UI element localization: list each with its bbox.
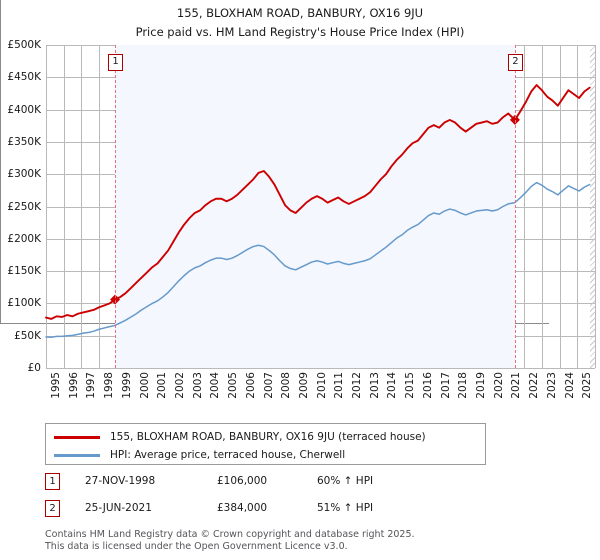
x-axis-tick-label: 1995: [50, 372, 62, 399]
gridline-horizontal: [46, 368, 595, 369]
x-axis-tick-label: 2000: [138, 372, 151, 399]
sale-index-badge: 1: [45, 473, 60, 490]
x-axis-tick-label: 1999: [120, 372, 133, 399]
y-axis-tick-label: £100K: [7, 297, 41, 310]
y-axis-tick-label: £400K: [7, 103, 41, 116]
series-container: [45, 84, 591, 339]
y-axis-tick-label: £300K: [7, 168, 41, 181]
sale-event-line: [514, 45, 516, 368]
table-row[interactable]: 2 25-JUN-2021 £384,000 51% ↑ HPI: [45, 499, 505, 521]
x-axis-tick-label: 1997: [85, 372, 98, 399]
legend-color-swatch: [54, 436, 100, 439]
gridline-vertical: [524, 45, 526, 368]
chart-titles: 155, BLOXHAM ROAD, BANBURY, OX16 9JU Pri…: [0, 0, 600, 40]
gridline-vertical: [81, 45, 83, 368]
x-axis-tick-label: 2011: [333, 372, 346, 399]
gridline-vertical: [577, 45, 579, 368]
x-axis-tick-label: 2014: [386, 372, 399, 399]
x-axis-tick-label: 2007: [262, 372, 275, 399]
line-hpi-average: [45, 181, 591, 339]
sale-price: £106,000: [217, 475, 268, 487]
y-axis-tick-label: £350K: [7, 135, 41, 148]
sale-hpi-delta: 51% ↑ HPI: [317, 502, 374, 514]
x-axis-tick-label: 2002: [173, 372, 186, 399]
chart-legend: 155, BLOXHAM ROAD, BANBURY, OX16 9JU (te…: [45, 423, 486, 465]
x-axis-tick-label: 1998: [103, 372, 116, 399]
gridline-vertical: [559, 45, 561, 368]
footer-attribution: Contains HM Land Registry data © Crown c…: [45, 529, 565, 552]
y-axis-tick-label: £200K: [7, 232, 41, 245]
x-axis-tick-label: 2016: [421, 372, 434, 399]
x-axis-tick-label: 2015: [404, 372, 417, 399]
x-axis-tick-label: 2017: [439, 372, 452, 399]
x-axis-tick-label: 2005: [227, 372, 240, 399]
legend-label: HPI: Average price, terraced house, Cher…: [110, 449, 346, 461]
ownership-period-shading: [115, 45, 515, 368]
gridline-vertical: [63, 45, 65, 368]
y-axis-tick-label: £450K: [7, 71, 41, 84]
y-axis-line: [0, 0, 1, 323]
gridline-vertical: [595, 45, 596, 368]
gridline-vertical: [46, 45, 47, 368]
y-axis-tick-label: £150K: [7, 265, 41, 278]
x-axis-tick-label: 2013: [368, 372, 381, 399]
y-axis-tick-label: £500K: [7, 39, 41, 51]
y-axis-tick-label: £50K: [14, 329, 41, 342]
x-axis-tick-label: 1996: [67, 372, 80, 399]
x-axis-tick-label: 2018: [457, 372, 470, 399]
x-axis-tick-label: 2004: [209, 372, 222, 399]
x-axis-tick-label: 2022: [528, 372, 541, 399]
y-axis-labels: £0 £50K £100K £150K £200K £250K £300K £350K £400…: [0, 39, 44, 374]
x-axis-tick-label: 2021: [510, 372, 523, 399]
sale-price: £384,000: [217, 502, 268, 514]
x-axis-tick-label: 2024: [563, 372, 576, 399]
x-axis-tick-label: 2019: [475, 372, 488, 399]
gridline-vertical: [99, 45, 101, 368]
x-axis-tick-label: 2025: [581, 372, 594, 399]
chart-plot-area: £0 £50K £100K £150K £200K £250K £300K £350K £400…: [0, 0, 600, 418]
x-axis-tick-label: 2001: [156, 372, 169, 399]
x-axis-tick-label: 2010: [315, 372, 328, 399]
future-projection-hatch: [589, 45, 595, 368]
legend-color-swatch: [54, 454, 100, 457]
table-row[interactable]: 1 27-NOV-1998 £106,000 60% ↑ HPI: [45, 472, 505, 494]
footer-line-1: Contains HM Land Registry data © Crown c…: [45, 529, 415, 540]
line-price-paid: [45, 84, 591, 320]
y-axis-tick-label: £250K: [7, 200, 41, 213]
x-axis-tick-label: 2006: [244, 372, 257, 399]
sale-index-badge: 2: [45, 500, 60, 517]
footer-line-2: This data is licensed under the Open Gov…: [45, 540, 348, 552]
x-axis-labels: 1995 1996 1997 1998 1999 2000 2001 2002 2003 2004…: [46, 372, 600, 418]
sale-date: 25-JUN-2021: [85, 502, 152, 514]
x-axis-tick-label: 2003: [191, 372, 204, 399]
sale-event-flag-2[interactable]: 2: [507, 54, 523, 71]
page-subtitle: Price paid vs. HM Land Registry's House …: [135, 25, 465, 39]
x-axis-tick-label: 2009: [297, 372, 310, 399]
sale-date: 27-NOV-1998: [85, 475, 156, 487]
page-title: 155, BLOXHAM ROAD, BANBURY, OX16 9JU: [176, 6, 424, 20]
x-axis-tick-label: 2012: [351, 372, 364, 399]
x-axis-tick-label: 2008: [280, 372, 293, 399]
sale-event-line: [115, 45, 117, 368]
x-axis-tick-label: 2020: [492, 372, 505, 399]
sale-event-flag-1[interactable]: 1: [108, 54, 124, 71]
sale-hpi-delta: 60% ↑ HPI: [317, 475, 374, 487]
y-axis-tick-label: £0: [27, 362, 41, 374]
legend-label: 155, BLOXHAM ROAD, BANBURY, OX16 9JU (te…: [110, 431, 426, 443]
gridline-vertical: [541, 45, 543, 368]
x-axis-tick-label: 2023: [545, 372, 558, 399]
